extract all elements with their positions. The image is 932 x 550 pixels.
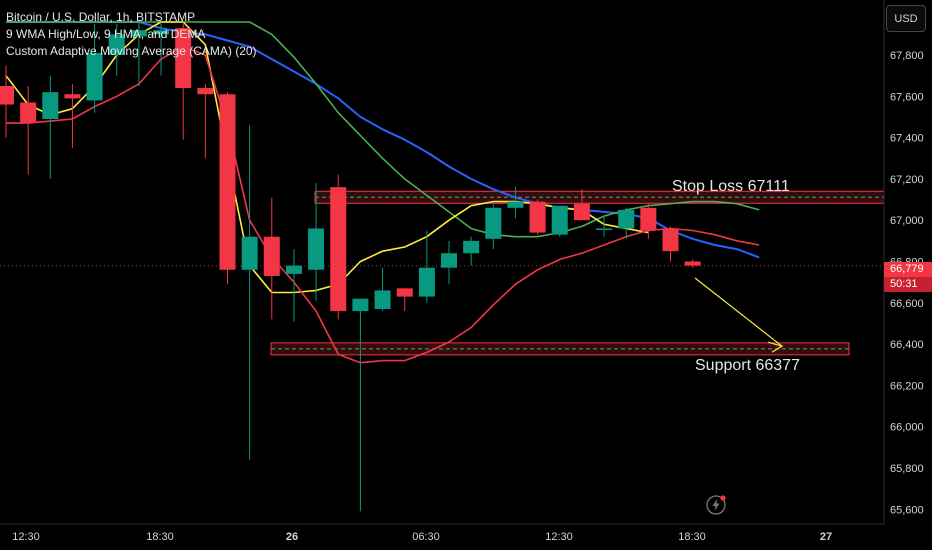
support-label: Support 66377 [695, 357, 800, 374]
candle-body [662, 228, 679, 252]
candle-body [20, 102, 37, 124]
price-tick-label: 65,800 [890, 463, 924, 475]
price-tick-label: 66,200 [890, 380, 924, 392]
price-tick-label: 65,600 [890, 504, 924, 516]
price-tick-label: 67,000 [890, 215, 924, 227]
candle-body [241, 236, 258, 270]
time-axis[interactable]: 12:30 18:30 26 06:30 12:30 18:30 27 [0, 523, 884, 543]
projection-line [694, 277, 783, 347]
lightning-icon[interactable] [705, 494, 727, 516]
chart-legend: Bitcoin / U.S. Dollar, 1h, BITSTAMP 9 WM… [6, 9, 257, 60]
currency-button[interactable]: USD [886, 5, 926, 32]
candle-body [197, 88, 214, 95]
candle-body [507, 201, 524, 208]
time-tick-label: 18:30 [678, 531, 706, 543]
candle-body [573, 203, 590, 221]
candle-body [175, 28, 192, 89]
candle-body [285, 265, 302, 274]
price-tick-label: 66,600 [890, 298, 924, 310]
time-tick-label: 06:30 [412, 531, 440, 543]
countdown-label: 50:31 [884, 277, 932, 292]
candle-body [352, 298, 369, 312]
candle-body [263, 236, 280, 276]
candle-body [42, 92, 59, 120]
indicator-line [6, 45, 760, 364]
candle-body [485, 207, 502, 239]
candle-body [441, 253, 457, 268]
price-tick-label: 66,400 [890, 339, 924, 351]
indicator-line [6, 21, 760, 238]
candles [0, 21, 701, 512]
candle-body [618, 209, 635, 229]
candle-body [396, 288, 413, 297]
candle-body [374, 290, 391, 309]
time-tick-label: 12:30 [545, 531, 573, 543]
price-tick-label: 67,200 [890, 174, 924, 186]
price-tick-label: 67,800 [890, 50, 924, 62]
symbol-title[interactable]: Bitcoin / U.S. Dollar, 1h, BITSTAMP [6, 10, 196, 24]
time-tick-label: 26 [286, 531, 298, 543]
price-tick-label: 66,000 [890, 422, 924, 434]
candle-body [463, 240, 480, 254]
time-tick-label: 12:30 [12, 531, 40, 543]
candle-body [551, 205, 568, 235]
candle-body [529, 201, 546, 233]
candle-body [219, 94, 236, 270]
last-price-label: 66,779 [884, 262, 932, 277]
candle-body [418, 267, 435, 297]
candle-body [64, 94, 81, 99]
price-tick-label: 67,600 [890, 91, 924, 103]
candle-body [130, 30, 147, 37]
candle-body [330, 187, 347, 312]
candle-body [153, 30, 170, 35]
level-zones [270, 190, 885, 356]
projection-arrow [694, 277, 784, 353]
candle-body [640, 207, 657, 231]
indicator-label-wma-hma-dema[interactable]: 9 WMA High/Low, 9 HMA, and DEMA [6, 27, 206, 41]
candle-body [86, 52, 103, 101]
indicator-label-cama[interactable]: Custom Adaptive Moving Average (CAMA) (2… [6, 44, 257, 58]
stop-loss-label: Stop Loss 67111 [672, 178, 790, 195]
price-tick-label: 67,400 [890, 133, 924, 145]
projection-arrowhead [767, 341, 784, 353]
candle-body [684, 261, 701, 266]
candle-body [0, 85, 14, 105]
time-tick-label: 18:30 [146, 531, 174, 543]
candle-body [596, 228, 613, 230]
candle-body [108, 34, 125, 55]
time-tick-label: 27 [820, 531, 832, 543]
candle-body [308, 228, 325, 270]
